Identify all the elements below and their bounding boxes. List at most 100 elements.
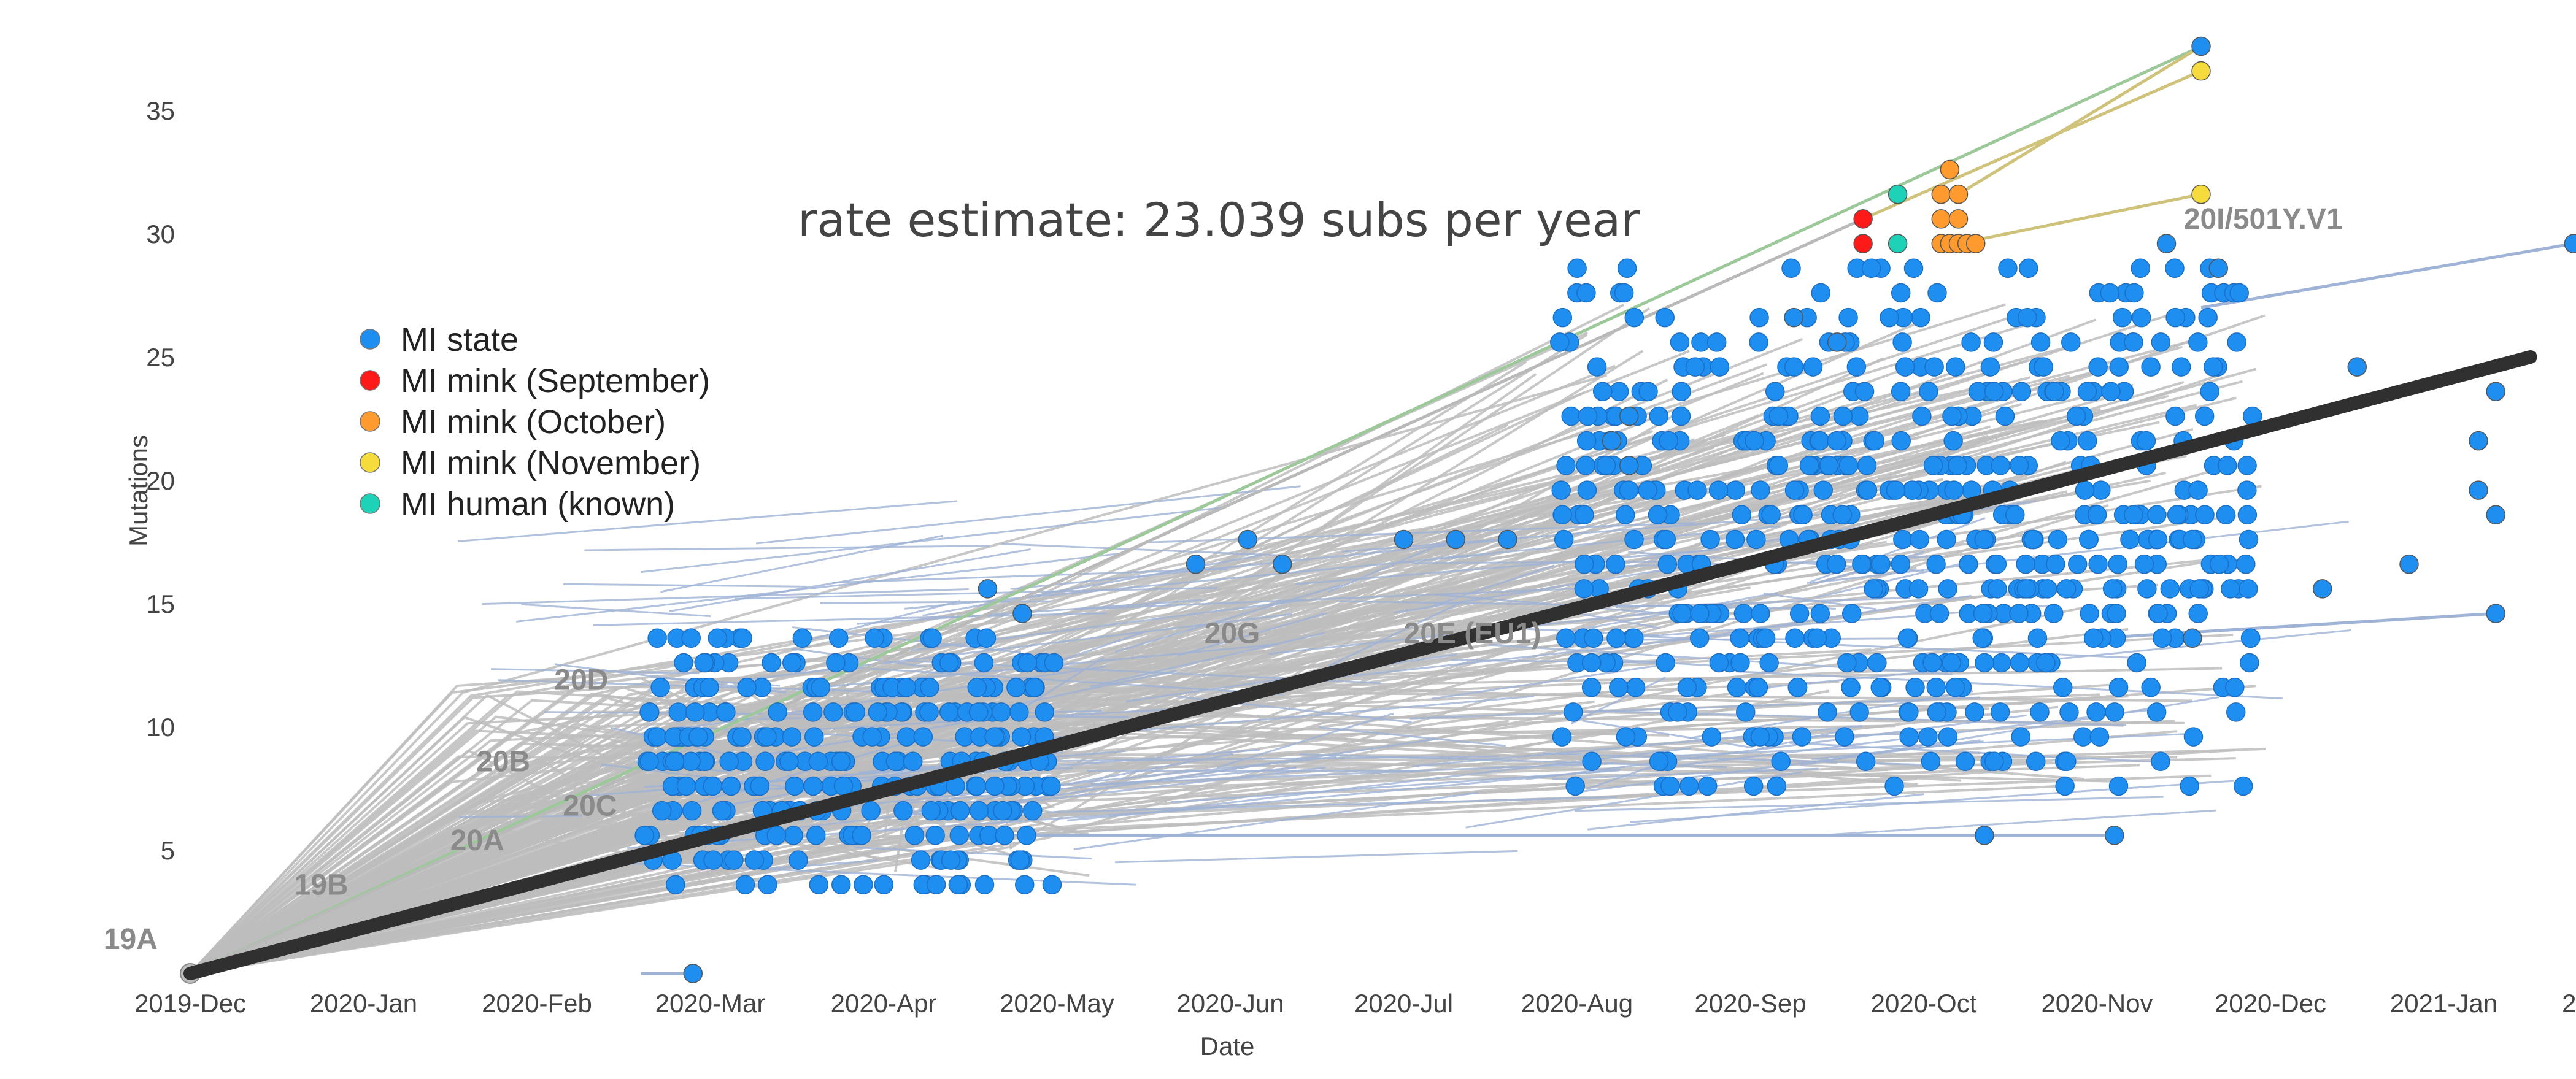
data-points bbox=[180, 36, 2576, 984]
state-point bbox=[2036, 653, 2056, 673]
mi-state-outliers--point bbox=[2399, 554, 2419, 574]
legend-marker bbox=[360, 493, 380, 514]
state-point bbox=[1565, 776, 1585, 796]
tip-connector bbox=[854, 846, 1092, 860]
tip-connector bbox=[1587, 793, 1924, 831]
state-point bbox=[779, 751, 799, 772]
state-point bbox=[1946, 357, 1965, 377]
state-point bbox=[1574, 579, 1594, 599]
state-point bbox=[925, 826, 945, 845]
state-point bbox=[2160, 579, 2180, 599]
state-point bbox=[2165, 406, 2185, 426]
tree-branch bbox=[190, 484, 2015, 975]
state-point bbox=[1619, 480, 1639, 500]
state-point bbox=[647, 628, 667, 648]
x-tick-label: 2020-May bbox=[1000, 989, 1114, 1018]
state-point bbox=[737, 677, 757, 697]
state-point bbox=[2056, 579, 2077, 599]
state-point bbox=[974, 653, 994, 673]
mi-state-outliers--point bbox=[1186, 554, 1206, 574]
state-point bbox=[1575, 505, 1594, 525]
tip-connector bbox=[1074, 587, 1586, 610]
state-point bbox=[1980, 357, 2000, 377]
state-point bbox=[1965, 702, 1984, 722]
state-point bbox=[1648, 505, 1668, 525]
state-point bbox=[1771, 751, 1791, 772]
state-point bbox=[948, 875, 968, 895]
state-point bbox=[2188, 480, 2208, 500]
state-point bbox=[828, 628, 849, 648]
state-point bbox=[1617, 258, 1637, 278]
state-point bbox=[2011, 727, 2030, 747]
y-tick-label: 15 bbox=[146, 589, 175, 618]
tree-branch bbox=[189, 374, 1608, 975]
state-point bbox=[1891, 283, 1911, 303]
state-point bbox=[2034, 357, 2053, 377]
state-point bbox=[2089, 727, 2110, 747]
state-point bbox=[1756, 628, 1776, 648]
x-tick-label: 2020-Dec bbox=[2215, 989, 2326, 1018]
state-point bbox=[985, 776, 1005, 796]
mi-state-outliers--point bbox=[2486, 505, 2505, 525]
state-point bbox=[2216, 505, 2236, 525]
clade-labels: 19A 19B 20A 20B 20C 20D 20G 20E (EU1) 20I/501Y.V… bbox=[104, 203, 2343, 956]
state-point bbox=[721, 776, 741, 796]
state-point bbox=[1911, 307, 1930, 328]
state-point bbox=[1948, 456, 1967, 475]
state-point bbox=[2221, 579, 2240, 599]
x-tick-label: 2019-Dec bbox=[134, 989, 246, 1018]
state-point bbox=[2108, 554, 2127, 574]
tip-connector bbox=[1089, 632, 1325, 688]
state-point bbox=[2083, 628, 2104, 648]
mi-state-outliers--point bbox=[2183, 628, 2202, 648]
state-point bbox=[1792, 727, 1812, 747]
state-point bbox=[733, 628, 752, 648]
state-point bbox=[1789, 604, 1810, 623]
state-point bbox=[1784, 357, 1804, 377]
state-point bbox=[1998, 258, 2018, 278]
mi-state-outliers--point bbox=[2347, 357, 2367, 377]
state-point bbox=[639, 702, 659, 722]
tip-connector bbox=[790, 647, 927, 668]
state-point bbox=[1867, 653, 1887, 673]
state-point bbox=[1924, 357, 1944, 377]
y-tick-label: 30 bbox=[146, 220, 175, 248]
tip-connector bbox=[1629, 780, 2235, 823]
lineage-line bbox=[189, 217, 1864, 975]
state-point bbox=[1856, 751, 1876, 772]
state-point bbox=[969, 801, 989, 821]
legend-label: MI mink (November) bbox=[401, 445, 701, 482]
state-point bbox=[1865, 431, 1884, 451]
mi-mink-november--point bbox=[2191, 184, 2211, 204]
state-point bbox=[1959, 554, 1978, 574]
tip-connector bbox=[491, 668, 700, 675]
state-point bbox=[2124, 332, 2143, 352]
state-point bbox=[1988, 579, 2007, 599]
state-point bbox=[2151, 751, 2170, 772]
state-point bbox=[2016, 579, 2037, 599]
x-tick-label: 2020-Oct bbox=[1871, 989, 1977, 1018]
state-point bbox=[1759, 653, 1779, 673]
state-point bbox=[903, 751, 923, 772]
state-point bbox=[1922, 653, 1942, 673]
state-point bbox=[782, 653, 802, 673]
state-point bbox=[2151, 332, 2171, 352]
state-point bbox=[2141, 357, 2161, 377]
state-point bbox=[1576, 456, 1595, 475]
state-point bbox=[1781, 258, 1801, 278]
state-point bbox=[808, 751, 828, 772]
state-point bbox=[782, 727, 802, 747]
x-tick-label: 2020-Nov bbox=[2041, 989, 2153, 1018]
state-point bbox=[1670, 332, 1690, 352]
state-point bbox=[1837, 653, 1857, 673]
state-point bbox=[950, 801, 970, 821]
state-point bbox=[2005, 505, 2025, 525]
tip-connector bbox=[482, 588, 969, 605]
state-point bbox=[1697, 776, 1718, 796]
x-axis-title: Date bbox=[1200, 1032, 1255, 1061]
state-point bbox=[893, 801, 913, 821]
state-point bbox=[1899, 727, 1919, 747]
state-point bbox=[1552, 727, 1572, 747]
state-point bbox=[1973, 604, 1993, 623]
mi-state-outliers--point bbox=[1827, 332, 1847, 352]
